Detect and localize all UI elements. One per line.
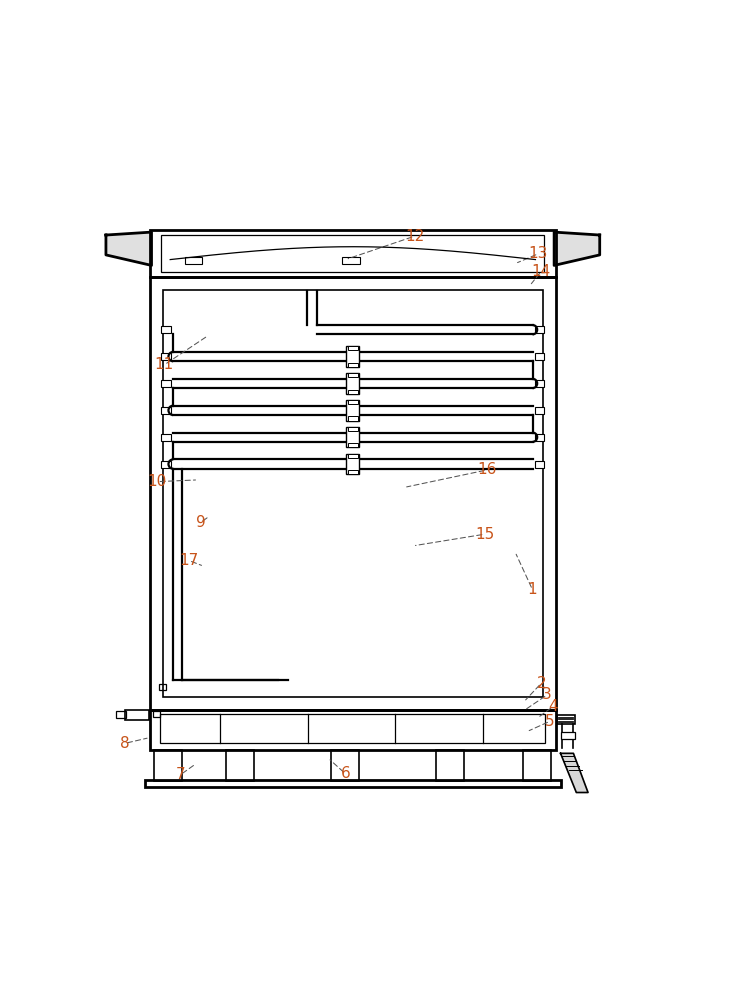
Text: 3: 3 [542,687,552,702]
Bar [348,363,358,367]
Bar [557,715,575,724]
Bar [158,684,166,690]
Text: 10: 10 [148,474,167,489]
Bar [161,235,544,272]
Bar [535,353,544,360]
Text: 1: 1 [528,582,538,597]
Bar [346,400,359,421]
Bar [150,230,556,277]
Bar [161,714,545,743]
Bar [535,407,544,414]
Bar [331,750,359,781]
Bar [161,461,171,468]
Bar [225,750,254,781]
Text: 15: 15 [475,527,494,542]
Bar [116,711,127,718]
Text: 8: 8 [120,736,130,751]
Text: 12: 12 [405,229,424,244]
Bar [560,732,575,739]
Bar [346,454,359,474]
Bar [436,750,464,781]
Bar [346,427,359,447]
Polygon shape [106,232,152,265]
Bar [346,346,359,367]
Bar [163,290,543,697]
Bar [150,277,556,710]
Text: 11: 11 [155,357,174,372]
Text: 16: 16 [477,462,497,477]
Text: 13: 13 [529,246,548,261]
Bar [348,454,358,458]
Bar [145,780,560,787]
Polygon shape [554,232,599,265]
Bar [348,443,358,447]
Bar [150,710,556,750]
Bar [535,434,544,441]
Bar [152,711,160,717]
Bar [348,427,358,431]
Bar [523,750,551,781]
Bar [348,390,358,394]
Bar [348,400,358,404]
Text: 4: 4 [548,699,558,714]
Text: 9: 9 [196,515,206,530]
Bar [346,373,359,394]
Text: 2: 2 [536,676,546,691]
Bar [161,353,171,360]
Bar [161,380,171,387]
Text: 6: 6 [341,766,351,781]
Text: 7: 7 [176,767,185,782]
Bar [185,257,202,264]
Bar [161,407,171,414]
Bar [348,373,358,377]
Bar [535,326,544,333]
Bar [125,710,149,720]
Text: 5: 5 [545,714,555,729]
Bar [348,416,358,421]
Text: 17: 17 [179,553,198,568]
Text: 14: 14 [532,264,551,279]
Bar [535,380,544,387]
Bar [155,750,182,781]
Bar [161,326,171,333]
Polygon shape [560,753,588,793]
Bar [342,257,360,264]
Bar [161,434,171,441]
Bar [348,346,358,350]
Bar [535,461,544,468]
Bar [348,470,358,474]
